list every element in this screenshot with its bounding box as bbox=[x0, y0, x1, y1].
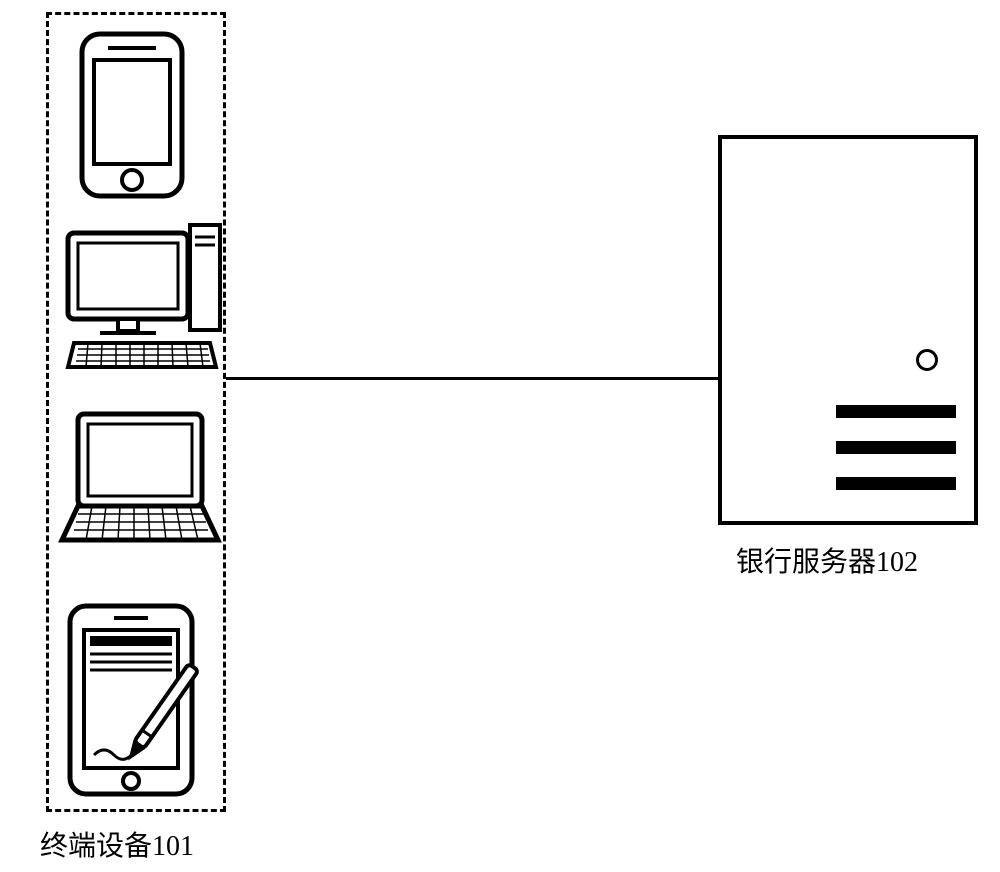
server-vent-line bbox=[836, 477, 956, 490]
terminal-devices-label: 终端设备101 bbox=[40, 824, 194, 864]
tablet-icon bbox=[64, 600, 224, 805]
desktop-icon bbox=[60, 215, 228, 380]
server-box bbox=[718, 135, 978, 525]
diagram-container: 终端设备101 银行服务器102 bbox=[0, 0, 1000, 872]
server-vent-line bbox=[836, 405, 956, 418]
smartphone-icon bbox=[78, 30, 186, 205]
server-label: 银行服务器102 bbox=[736, 540, 918, 580]
server-indicator-icon bbox=[916, 349, 938, 371]
server-vent-line bbox=[836, 441, 956, 454]
laptop-icon bbox=[56, 408, 224, 553]
connection-line bbox=[226, 377, 718, 380]
